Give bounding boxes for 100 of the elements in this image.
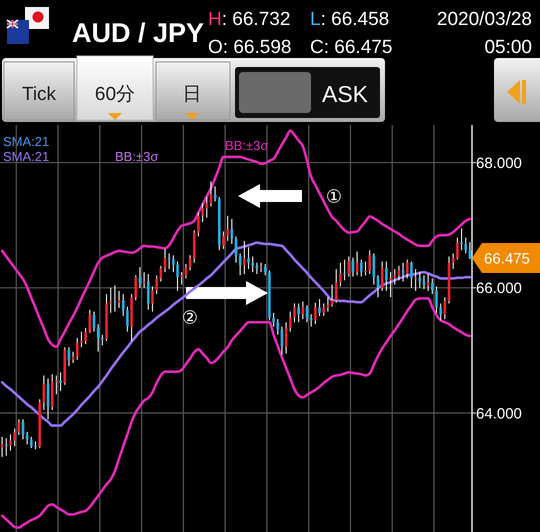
candlestick: [88, 309, 92, 334]
candlestick: [114, 284, 116, 312]
candlestick: [314, 302, 317, 325]
text: 05:00: [484, 37, 532, 58]
candlestick: [422, 274, 426, 290]
candlestick: [310, 314, 312, 328]
candlestick: [151, 286, 154, 312]
candlestick: [201, 202, 204, 223]
candlestick: [393, 268, 396, 286]
candlestick: [0, 436, 4, 458]
candlestick: [59, 372, 62, 392]
candlestick: [318, 298, 321, 316]
candlestick: [260, 262, 262, 273]
candlestick: [168, 252, 170, 270]
candlestick: [464, 237, 468, 254]
candlestick: [80, 331, 83, 348]
candlestick: [46, 378, 50, 420]
candlestick: [343, 259, 346, 281]
candlestick: [389, 272, 392, 298]
text: O: 66.598: [208, 37, 292, 58]
candlestick: [96, 324, 100, 352]
candlestick: [26, 431, 28, 445]
candlestick: [238, 252, 242, 276]
text: SMA:21: [3, 149, 50, 164]
candlestick: [264, 264, 267, 276]
candlestick: [222, 230, 225, 250]
candlestick: [402, 262, 404, 282]
candlestick: [444, 296, 446, 320]
candlestick: [468, 241, 472, 260]
candlestick: [385, 261, 388, 292]
candlestick: [293, 302, 296, 323]
candlestick: [456, 237, 459, 260]
candlestick: [452, 252, 454, 270]
candlestick: [226, 215, 229, 242]
text: ASK: [322, 81, 369, 107]
candlestick: [426, 274, 430, 292]
candlestick: [122, 294, 125, 316]
candlestick: [334, 268, 338, 304]
candlestick: [13, 428, 16, 447]
candlestick: [243, 240, 246, 275]
candlestick: [322, 302, 326, 316]
candlestick: [164, 248, 166, 273]
candlestick: [414, 268, 417, 292]
candlestick: [210, 180, 212, 207]
candlestick: [376, 274, 380, 298]
candlestick: [380, 261, 384, 292]
text: H: 66.732: [208, 9, 290, 30]
candlestick: [398, 265, 400, 281]
candlestick: [368, 250, 371, 275]
annotation: SMA:21: [3, 134, 50, 149]
text: 日: [182, 84, 202, 105]
text: C: 66.475: [310, 37, 392, 58]
candlestick: [160, 265, 162, 282]
candlestick: [118, 290, 120, 308]
candlestick: [280, 326, 284, 356]
candlestick: [360, 259, 363, 278]
text: 2020/03/28: [436, 9, 532, 30]
candlestick: [284, 322, 288, 354]
candlestick: [347, 256, 350, 278]
candlestick: [435, 286, 438, 314]
annotation: ①: [326, 186, 342, 206]
candlestick: [326, 296, 330, 312]
candlestick: [146, 274, 150, 310]
candlestick: [84, 327, 87, 345]
candlestick: [406, 259, 409, 279]
candlestick: [197, 212, 200, 237]
candlestick: [306, 304, 308, 323]
annotation: BB:±3σ: [115, 149, 158, 164]
y-tick-label: 68.000: [476, 154, 522, 172]
candlestick: [18, 418, 20, 436]
candlestick: [214, 186, 216, 202]
text: 66.475: [484, 250, 530, 268]
y-tick-label: 64.000: [476, 405, 522, 422]
line-series: [0, 129, 472, 348]
candlestick: [172, 254, 175, 273]
text: 60分: [94, 84, 136, 105]
annotation: ②: [182, 307, 198, 328]
candlestick: [76, 337, 79, 360]
text: Tick: [22, 84, 57, 105]
candlestick: [68, 346, 70, 367]
text: L: 66.458: [310, 9, 390, 30]
candlestick: [234, 236, 238, 264]
candlestick: [176, 261, 179, 292]
candlestick: [439, 302, 442, 321]
candlestick: [134, 274, 138, 301]
candlestick: [155, 274, 158, 295]
candlestick: [431, 278, 434, 295]
y-tick-label: 66.000: [476, 280, 522, 298]
candlestick: [72, 351, 74, 364]
candlestick: [42, 374, 46, 410]
candlestick: [276, 318, 280, 336]
candlestick: [34, 440, 37, 450]
candlestick: [247, 246, 250, 270]
candlestick: [356, 250, 358, 276]
candlestick: [289, 311, 292, 332]
candlestick: [251, 256, 254, 273]
candlestick: [372, 252, 376, 286]
candlestick: [256, 262, 258, 275]
candlestick: [302, 301, 304, 320]
candlestick: [205, 196, 208, 218]
